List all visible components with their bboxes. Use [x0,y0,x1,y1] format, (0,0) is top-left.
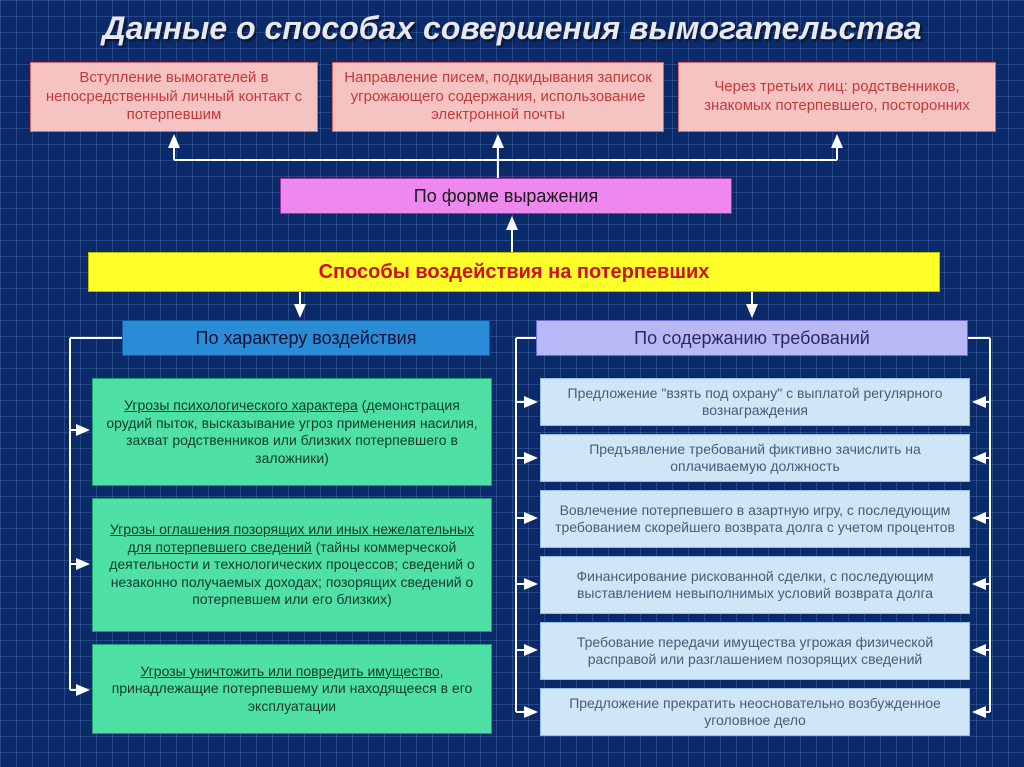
box-text: Вступление вымогателей в непосредственны… [39,69,309,125]
box-text: По характеру воздействия [196,327,417,350]
box-left-header: По характеру воздействия [122,320,490,356]
box-text: По форме выражения [414,185,598,208]
box-text: Вовлечение потерпевшего в азартную игру,… [549,502,961,537]
box-body: принадлежащие потерпевшему или находящее… [112,680,473,714]
box-text: Требование передачи имущества угрожая фи… [549,634,961,669]
box-content: Угрозы уничтожить или повредить имуществ… [101,663,483,716]
box-title: Угрозы психологического характера [124,397,358,413]
box-text: Через третьих лиц: родственников, знаком… [687,78,987,116]
box-top-left: Вступление вымогателей в непосредственны… [30,62,318,132]
box-demand-gambling: Вовлечение потерпевшего в азартную игру,… [540,490,970,548]
box-top-mid: Направление писем, подкидывания записок … [332,62,664,132]
box-text: Предъявление требований фиктивно зачисли… [549,441,961,476]
box-threat-disclosure: Угрозы оглашения позорящих или иных неже… [92,498,492,632]
box-right-header: По содержанию требований [536,320,968,356]
box-demand-risky-deal: Финансирование рискованной сделки, с пос… [540,556,970,614]
box-form: По форме выражения [280,178,732,214]
box-demand-property: Требование передачи имущества угрожая фи… [540,622,970,680]
box-demand-protection: Предложение "взять под охрану" с выплато… [540,378,970,426]
box-text: По содержанию требований [634,327,870,350]
box-methods: Способы воздействия на потерпевших [88,252,940,292]
box-demand-fakejob: Предъявление требований фиктивно зачисли… [540,434,970,482]
box-threat-property: Угрозы уничтожить или повредить имуществ… [92,644,492,734]
box-text: Способы воздействия на потерпевших [319,260,710,285]
box-text: Направление писем, подкидывания записок … [341,69,655,125]
box-text: Предложение прекратить неосновательно во… [549,695,961,730]
box-content: Угрозы психологического характера (демон… [101,397,483,467]
box-top-right: Через третьих лиц: родственников, знаком… [678,62,996,132]
box-threat-psychological: Угрозы психологического характера (демон… [92,378,492,486]
box-content: Угрозы оглашения позорящих или иных неже… [101,521,483,609]
box-title: Угрозы уничтожить или повредить имуществ… [140,663,443,679]
page-title: Данные о способах совершения вымогательс… [0,10,1024,47]
box-demand-stop-case: Предложение прекратить неосновательно во… [540,688,970,736]
box-text: Предложение "взять под охрану" с выплато… [549,385,961,420]
box-text: Финансирование рискованной сделки, с пос… [549,568,961,603]
